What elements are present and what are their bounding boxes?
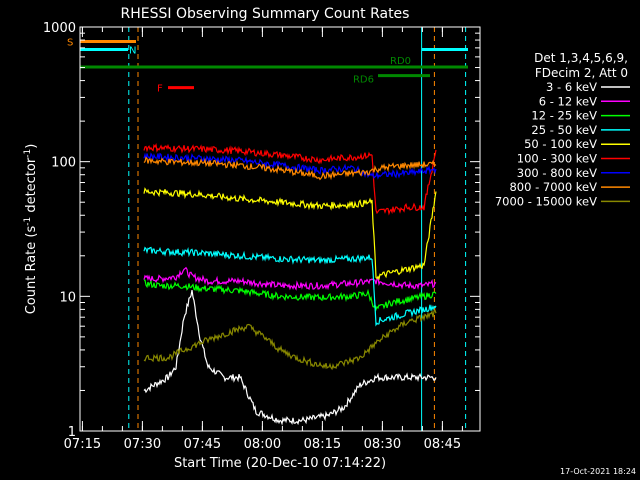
x-axis: 07:15 07:30 07:45 08:00 08:15 08:30 08:45 (64, 27, 463, 452)
y-axis-label-sup2: -1 (23, 149, 33, 158)
annotation-layer: S N F RD0 RD6 (67, 27, 468, 431)
legend-label: 7000 - 15000 keV (495, 194, 597, 208)
x-tick-label: 08:45 (424, 437, 461, 452)
y-axis-label-part2: detector (24, 157, 39, 217)
legend: Det 1,3,4,5,6,9, FDecim 2, Att 0 3 - 6 k… (495, 51, 630, 208)
series-line (143, 152, 437, 180)
series-line (143, 279, 437, 312)
rd0-label: RD0 (390, 56, 411, 67)
y-axis-label-part3: ) (24, 144, 39, 149)
series-layer (143, 143, 437, 426)
series-line (143, 187, 437, 281)
flare-label: F (157, 84, 163, 95)
chart-title: RHESSI Observing Summary Count Rates (121, 6, 410, 22)
legend-label: 800 - 7000 keV (509, 180, 597, 194)
rd6-label: RD6 (353, 75, 374, 86)
series-line (143, 246, 437, 327)
y-tick-label: 100 (51, 156, 76, 171)
legend-label: 3 - 6 keV (546, 80, 597, 94)
series-line (143, 143, 437, 216)
y-tick-label: 10 (59, 290, 76, 305)
series-line (143, 309, 437, 371)
y-axis-label: Count Rate (s-1 detector-1) (23, 144, 39, 315)
x-tick-label: 08:00 (244, 437, 281, 452)
x-tick-label: 07:30 (124, 437, 161, 452)
night-label: N (129, 46, 136, 57)
legend-label: 12 - 25 keV (531, 109, 597, 123)
legend-header-1: Det 1,3,4,5,6,9, (534, 51, 628, 65)
timestamp: 17-Oct-2021 18:24 (560, 467, 636, 476)
legend-label: 50 - 100 keV (524, 137, 597, 151)
x-tick-label: 08:30 (364, 437, 401, 452)
legend-label: 100 - 300 keV (517, 152, 597, 166)
x-tick-label: 07:15 (64, 437, 101, 452)
legend-label: 6 - 12 keV (539, 94, 597, 108)
y-axis: 1 10 100 1000 (43, 21, 480, 440)
y-axis-label-sup1: -1 (23, 217, 33, 226)
y-tick-label: 1 (68, 425, 76, 440)
series-line (143, 266, 437, 291)
plot-frame (79, 26, 481, 432)
x-axis-label: Start Time (20-Dec-10 07:14:22) (174, 456, 386, 471)
plot-area: S N F RD0 RD6 (67, 27, 468, 431)
x-tick-label: 07:45 (184, 437, 221, 452)
y-axis-label-part1: Count Rate (s (24, 226, 39, 315)
series-line (143, 289, 437, 426)
x-tick-label: 08:15 (304, 437, 341, 452)
legend-header-2: FDecim 2, Att 0 (535, 66, 628, 80)
series-line (143, 156, 437, 181)
legend-label: 25 - 50 keV (531, 123, 597, 137)
saa-label: S (67, 38, 73, 49)
y-tick-label: 1000 (43, 21, 76, 36)
legend-label: 300 - 800 keV (517, 166, 597, 180)
